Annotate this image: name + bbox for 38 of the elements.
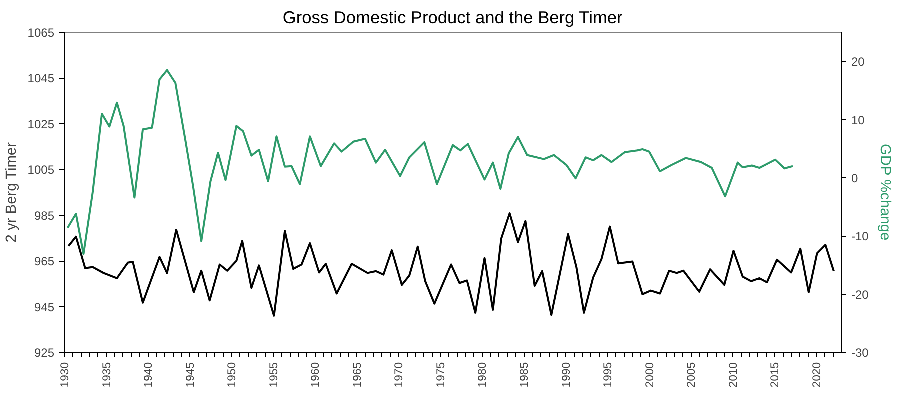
line-series xyxy=(68,212,835,317)
x-tick-label: 1995 xyxy=(602,362,615,388)
y-tick-label: 965 xyxy=(34,254,55,269)
x-tick-label: 1985 xyxy=(519,362,532,388)
y2-tick-label: -30 xyxy=(852,346,870,360)
x-tick-label: 2015 xyxy=(770,362,782,388)
x-tick-label: 2020 xyxy=(811,362,824,388)
line-series xyxy=(66,69,794,256)
x-tick-label: 2010 xyxy=(728,362,740,388)
x-tick-label: 1930 xyxy=(60,362,72,388)
x-tick-label: 1950 xyxy=(226,362,239,388)
y2-axis-title: GDP %change xyxy=(876,144,893,241)
x-tick-label: 1940 xyxy=(143,362,156,388)
y-tick-label: 945 xyxy=(34,300,55,314)
x-tick-label: 1975 xyxy=(435,362,448,388)
x-tick-label: 1990 xyxy=(560,362,573,388)
y-axis-title: 2 yr Berg Timer xyxy=(4,142,20,243)
y-tick-label: 1005 xyxy=(28,163,55,178)
y-tick-label: 1025 xyxy=(28,117,55,132)
y2-tick-label: 0 xyxy=(852,171,858,186)
x-tick-label: 1970 xyxy=(394,362,406,388)
y-tick-label: 1045 xyxy=(28,72,55,86)
x-tick-label: 1945 xyxy=(184,362,197,388)
y-tick-label: 925 xyxy=(34,346,55,360)
x-tick-label: 1965 xyxy=(352,362,364,388)
x-tick-label: 2005 xyxy=(686,362,698,388)
x-tick-label: 2000 xyxy=(644,362,656,388)
x-tick-label: 1980 xyxy=(477,362,490,388)
x-tick-label: 1935 xyxy=(101,362,114,388)
y-tick-label: 1065 xyxy=(28,26,55,40)
x-tick-label: 1955 xyxy=(268,362,280,388)
y2-tick-label: -20 xyxy=(852,288,870,302)
y2-tick-label: 10 xyxy=(852,113,866,128)
y2-tick-label: 20 xyxy=(852,55,866,70)
y-tick-label: 985 xyxy=(34,208,55,223)
y2-tick-label: -10 xyxy=(852,230,870,244)
chart-title: Gross Domestic Product and the Berg Timer xyxy=(282,8,624,28)
x-tick-label: 1960 xyxy=(310,362,322,388)
